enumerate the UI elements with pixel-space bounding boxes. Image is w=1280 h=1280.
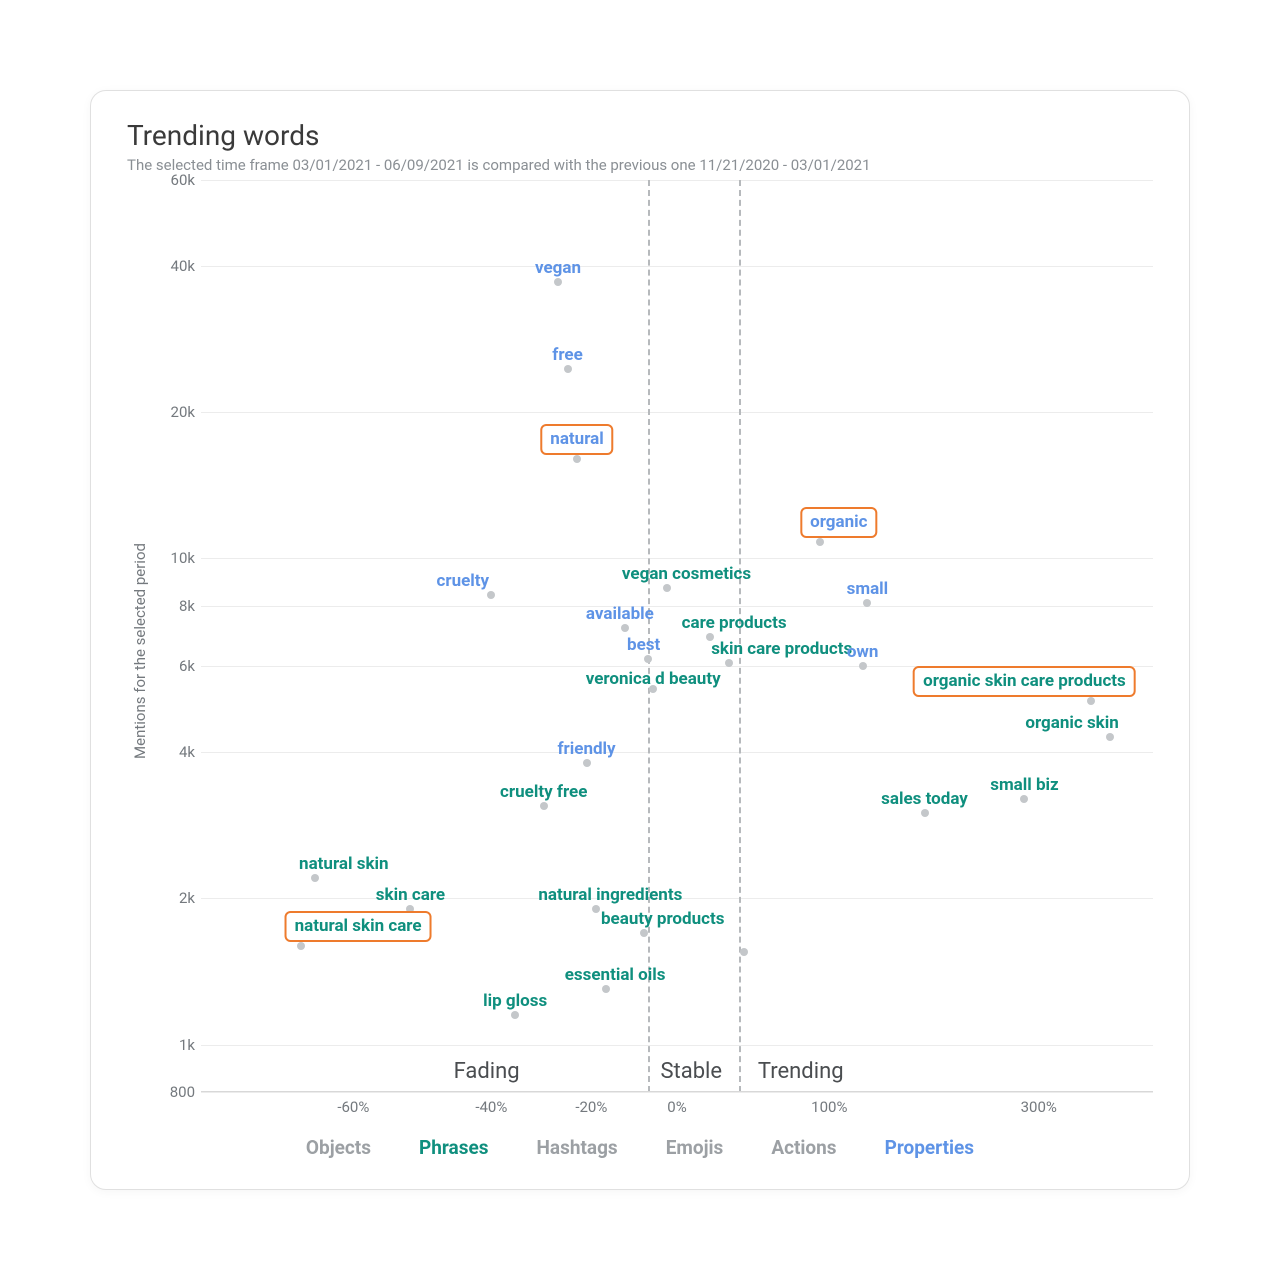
data-point[interactable] <box>592 905 600 913</box>
data-point[interactable] <box>1087 697 1095 705</box>
data-point[interactable] <box>311 874 319 882</box>
data-point[interactable] <box>1106 733 1114 741</box>
point-label[interactable]: cruelty <box>437 571 490 591</box>
data-point[interactable] <box>725 659 733 667</box>
x-tick: -20% <box>575 1098 607 1116</box>
x-axis <box>201 1091 1153 1092</box>
region-label: Trending <box>758 1059 844 1084</box>
trending-words-card: Trending words The selected time frame 0… <box>90 90 1190 1190</box>
data-point[interactable] <box>921 809 929 817</box>
point-label[interactable]: sales today <box>881 789 968 809</box>
point-label[interactable]: friendly <box>557 739 615 759</box>
point-label[interactable]: natural skin care <box>285 911 432 942</box>
page-subtitle: The selected time frame 03/01/2021 - 06/… <box>127 156 1153 174</box>
point-label[interactable]: organic skin care products <box>913 666 1136 697</box>
point-label[interactable]: essential oils <box>565 965 666 985</box>
point-label[interactable]: natural <box>540 424 613 455</box>
x-tick: 100% <box>811 1098 847 1116</box>
point-label[interactable]: natural ingredients <box>538 885 682 905</box>
data-point[interactable] <box>640 929 648 937</box>
y-tick: 6k <box>179 657 195 675</box>
y-tick: 4k <box>179 743 195 761</box>
point-label[interactable]: best <box>627 635 660 655</box>
point-label[interactable]: organic skin <box>1025 713 1118 733</box>
tab-properties[interactable]: Properties <box>885 1136 975 1159</box>
gridline <box>201 558 1153 559</box>
point-label[interactable]: beauty products <box>601 909 724 929</box>
data-point[interactable] <box>740 948 748 956</box>
y-tick: 40k <box>171 257 195 275</box>
point-label[interactable]: care products <box>682 613 787 633</box>
region-label: Fading <box>454 1059 520 1084</box>
point-label[interactable]: small <box>847 579 889 599</box>
gridline <box>201 752 1153 753</box>
data-point[interactable] <box>583 759 591 767</box>
y-axis-label: Mentions for the selected period <box>131 543 149 759</box>
y-tick: 10k <box>171 549 195 567</box>
tab-objects[interactable]: Objects <box>306 1136 371 1159</box>
data-point[interactable] <box>644 655 652 663</box>
tab-phrases[interactable]: Phrases <box>419 1136 489 1159</box>
y-tick: 800 <box>170 1083 195 1101</box>
data-point[interactable] <box>1020 795 1028 803</box>
tab-hashtags[interactable]: Hashtags <box>537 1136 618 1159</box>
point-label[interactable]: own <box>847 642 879 662</box>
point-label[interactable]: vegan <box>535 258 581 278</box>
point-label[interactable]: cruelty free <box>500 782 587 802</box>
page-title: Trending words <box>127 119 1153 152</box>
x-tick: -40% <box>475 1098 507 1116</box>
point-label[interactable]: veronica d beauty <box>586 669 721 689</box>
point-label[interactable]: natural skin <box>299 854 389 874</box>
y-axis: 8001k2k4k6k8k10k20k40k60k <box>153 180 201 1122</box>
data-point[interactable] <box>540 802 548 810</box>
data-point[interactable] <box>816 538 824 546</box>
tab-emojis[interactable]: Emojis <box>666 1136 724 1159</box>
data-point[interactable] <box>297 942 305 950</box>
x-tick: 0% <box>667 1098 686 1116</box>
data-point[interactable] <box>863 599 871 607</box>
gridline <box>201 606 1153 607</box>
tab-actions[interactable]: Actions <box>771 1136 836 1159</box>
y-tick: 60k <box>171 171 195 189</box>
data-point[interactable] <box>859 662 867 670</box>
point-label[interactable]: skin care <box>376 885 445 905</box>
data-point[interactable] <box>663 584 671 592</box>
gridline <box>201 180 1153 181</box>
point-label[interactable]: lip gloss <box>483 991 547 1011</box>
gridline <box>201 1045 1153 1046</box>
point-label[interactable]: skin care products <box>711 639 852 659</box>
point-label[interactable]: organic <box>800 507 877 538</box>
data-point[interactable] <box>621 624 629 632</box>
x-tick: 300% <box>1021 1098 1057 1116</box>
data-point[interactable] <box>511 1011 519 1019</box>
chart-area: Mentions for the selected period 800 1k 2k… <box>127 180 1153 1122</box>
point-label[interactable]: small biz <box>990 775 1059 795</box>
data-point[interactable] <box>573 455 581 463</box>
y-tick: 8k <box>179 597 195 615</box>
data-point[interactable] <box>554 278 562 286</box>
point-label[interactable]: vegan cosmetics <box>622 564 751 584</box>
x-tick: -60% <box>337 1098 369 1116</box>
gridline <box>201 412 1153 413</box>
scatter-plot[interactable]: -60% -40% -20% 0% 100% 300% Fading Stable Trendi… <box>201 180 1153 1122</box>
gridline <box>201 266 1153 267</box>
region-label: Stable <box>660 1059 722 1084</box>
gridline <box>201 1092 1153 1093</box>
category-tabs: Objects Phrases Hashtags Emojis Actions Prope… <box>127 1122 1153 1165</box>
data-point[interactable] <box>602 985 610 993</box>
point-label[interactable]: free <box>552 345 583 365</box>
data-point[interactable] <box>564 365 572 373</box>
y-tick: 2k <box>179 889 195 907</box>
point-label[interactable]: available <box>586 604 654 624</box>
data-point[interactable] <box>487 591 495 599</box>
y-tick: 20k <box>171 403 195 421</box>
y-tick: 1k <box>179 1036 195 1054</box>
